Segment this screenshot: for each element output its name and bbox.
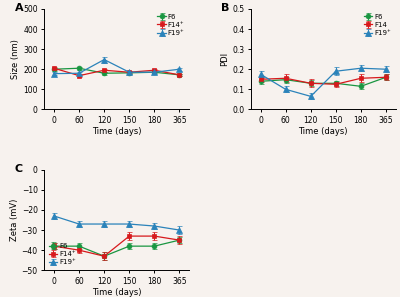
Text: B: B <box>222 3 230 13</box>
Y-axis label: Size (nm): Size (nm) <box>11 39 20 79</box>
Legend: F6, F14, F19⁺: F6, F14, F19⁺ <box>362 12 392 37</box>
Text: A: A <box>15 3 24 13</box>
Y-axis label: Zeta (mV): Zeta (mV) <box>10 199 19 241</box>
Legend: F6, F14⁺, F19⁺: F6, F14⁺, F19⁺ <box>156 12 186 37</box>
X-axis label: Time (days): Time (days) <box>92 127 142 136</box>
Y-axis label: PDI: PDI <box>220 52 229 66</box>
Text: C: C <box>15 164 23 174</box>
Legend: F6, F14⁺, F19⁺: F6, F14⁺, F19⁺ <box>48 242 78 267</box>
X-axis label: Time (days): Time (days) <box>92 288 142 297</box>
X-axis label: Time (days): Time (days) <box>298 127 348 136</box>
